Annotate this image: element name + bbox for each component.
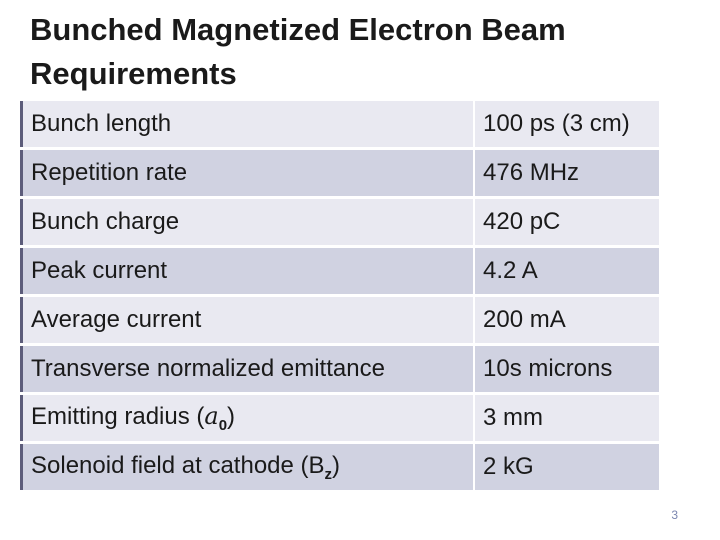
table-row: Repetition rate 476 MHz bbox=[21, 148, 661, 199]
requirements-table: Bunch length 100 ps (3 cm) Repetition rate… bbox=[20, 101, 661, 493]
value-cell: 420 pC bbox=[473, 197, 661, 248]
value-cell: 200 mA bbox=[473, 295, 661, 346]
table-row: Peak current 4.2 A bbox=[21, 246, 661, 297]
parameter-cell: Bunch charge bbox=[21, 197, 475, 248]
value-cell: 3 mm bbox=[473, 393, 661, 444]
parameter-cell: Emitting radius (a0) bbox=[21, 393, 475, 444]
parameter-cell: Transverse normalized emittance bbox=[21, 344, 475, 395]
value-cell: 10s microns bbox=[473, 344, 661, 395]
parameter-cell: Peak current bbox=[21, 246, 475, 297]
parameter-cell: Repetition rate bbox=[21, 148, 475, 199]
table-row: Solenoid field at cathode (Bz) 2 kG bbox=[21, 442, 661, 493]
value-cell: 476 MHz bbox=[473, 148, 661, 199]
parameter-cell: Solenoid field at cathode (Bz) bbox=[21, 442, 475, 493]
cell-text: Emitting radius ( bbox=[31, 403, 205, 430]
parameter-cell: Bunch length bbox=[21, 101, 475, 150]
table-row: Bunch length 100 ps (3 cm) bbox=[21, 101, 661, 150]
math-variable: a bbox=[204, 402, 219, 430]
parameter-cell: Average current bbox=[21, 295, 475, 346]
cell-text: ) bbox=[227, 403, 236, 430]
page-number: 3 bbox=[671, 508, 678, 522]
table-row: Emitting radius (a0) 3 mm bbox=[21, 393, 661, 444]
cell-text: ) bbox=[332, 451, 341, 479]
table-row: Transverse normalized emittance 10s micro… bbox=[21, 344, 661, 395]
table-row: Average current 200 mA bbox=[21, 295, 661, 346]
value-cell: 2 kG bbox=[473, 442, 661, 493]
slide-title: Bunched Magnetized Electron Beam Require… bbox=[30, 12, 566, 91]
subscript: 0 bbox=[218, 417, 228, 434]
subscript: z bbox=[324, 465, 333, 483]
value-cell: 4.2 A bbox=[473, 246, 661, 297]
cell-text: Solenoid field at cathode (B bbox=[31, 451, 325, 479]
value-cell: 100 ps (3 cm) bbox=[473, 101, 661, 150]
table-row: Bunch charge 420 pC bbox=[21, 197, 661, 248]
